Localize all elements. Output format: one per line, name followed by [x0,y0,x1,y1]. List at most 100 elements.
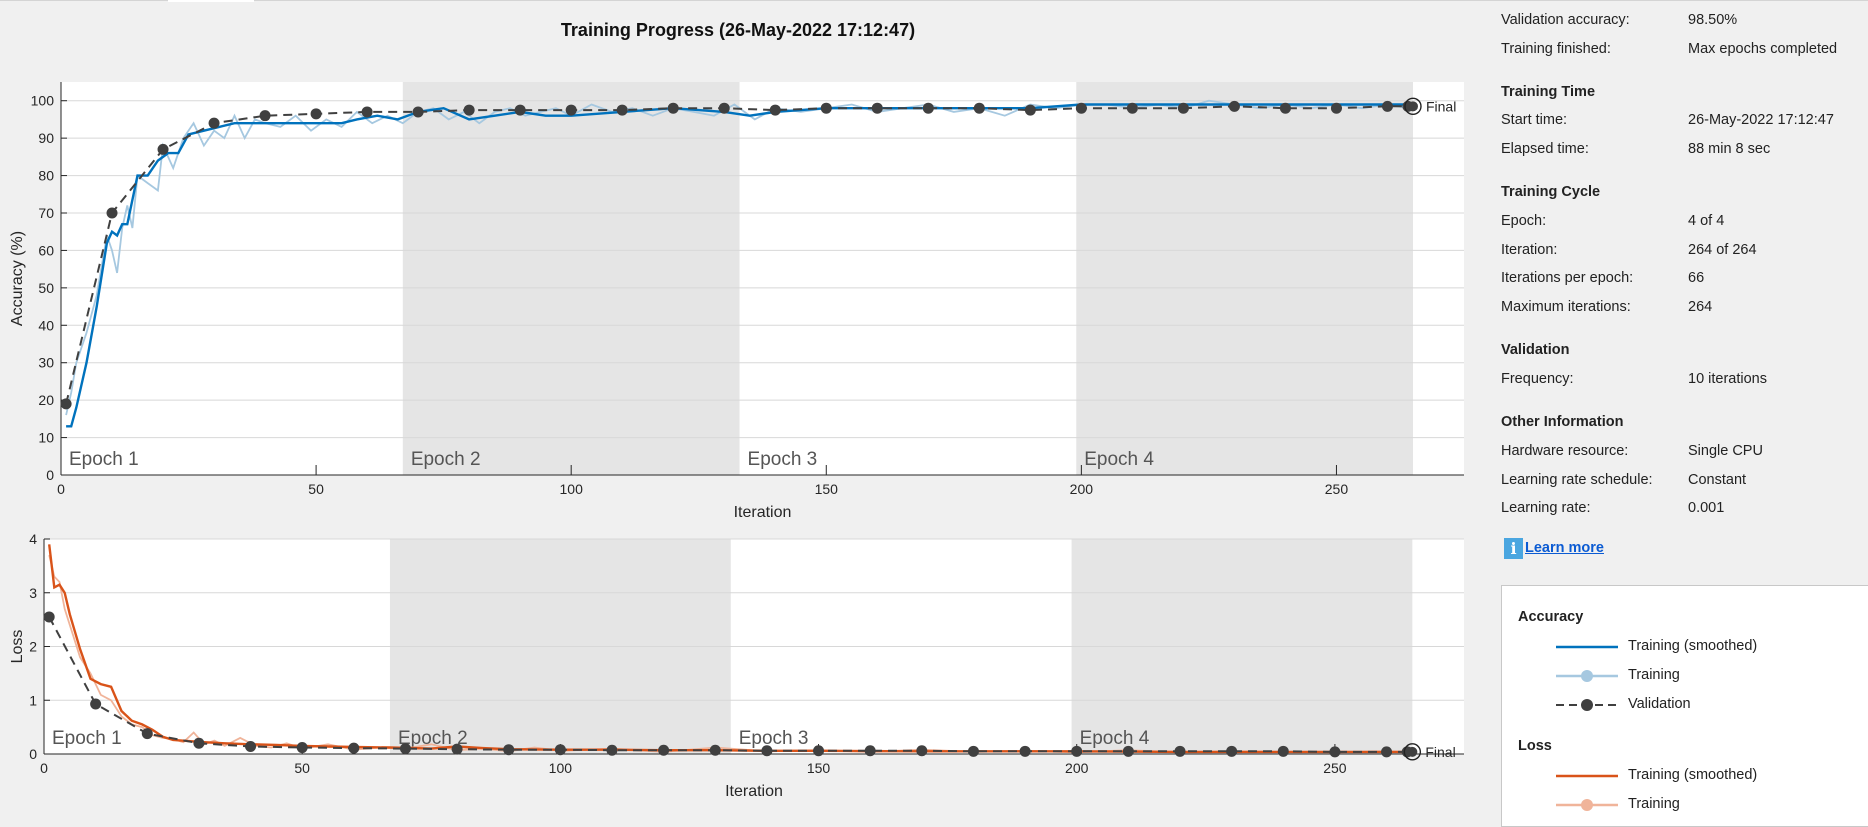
info-panel: Validation accuracy: 98.50% Training fin… [1500,0,1868,816]
info-key: Learning rate: [1501,500,1591,516]
y-tick-label: 4 [29,531,37,547]
final-marker-point [1407,101,1418,112]
x-tick-label: 0 [57,481,65,497]
validation-point [141,728,153,740]
x-tick-label: 50 [308,481,324,497]
validation-point [973,102,985,114]
final-marker-point [1407,746,1418,757]
validation-point [399,743,411,755]
validation-point [60,398,72,410]
validation-line [48,616,1408,753]
info-key: Learning rate schedule: [1501,472,1653,488]
y-axis-label: Accuracy (%) [9,231,26,326]
info-key: Validation accuracy: [1501,12,1630,28]
learn-more-label[interactable]: Learn more [1525,540,1604,556]
info-value: 4 of 4 [1688,213,1725,229]
chart-title: Training Progress (26-May-2022 17:12:47) [560,20,916,40]
epoch-label: Epoch 2 [411,449,481,470]
validation-point [554,744,566,756]
validation-line [65,105,1408,405]
active-tab-indicator[interactable] [168,0,254,2]
legend-swatch [1556,774,1618,778]
accuracy-plot: 0 10 20 30 40 50 60 70 80 90 100 0 50 100 150 200 250 Ite… [9,82,1464,521]
epoch-band [402,82,740,475]
validation-point [1277,745,1289,757]
info-value: Single CPU [1688,443,1763,459]
validation-point [90,698,102,710]
section-title-other-information: Other Information [1501,414,1624,430]
legend-swatch [1556,670,1618,682]
x-tick-label: 0 [40,760,48,776]
info-key: Frequency: [1501,371,1574,387]
info-key: Iterations per epoch: [1501,270,1634,286]
x-axis-label: Iteration [725,783,783,800]
validation-point [1174,745,1186,757]
legend-label: Training (smoothed) [1628,638,1758,654]
validation-point [864,745,876,757]
y-tick-label: 0 [29,746,37,762]
epoch-band [1076,82,1413,475]
validation-point [412,106,424,118]
validation-point [813,745,825,757]
legend-swatch [1556,799,1618,811]
validation-point [1019,745,1031,757]
final-marker-ring [1403,743,1422,761]
validation-point [1228,100,1240,112]
validation-point [658,744,670,756]
validation-point [361,106,373,118]
info-key: Hardware resource: [1501,443,1629,459]
epoch-label: Epoch 3 [739,728,809,749]
validation-point [245,740,257,752]
info-key: Start time: [1501,112,1568,128]
y-tick-label: 2 [29,639,37,655]
legend-loss-title: Loss [1518,738,1552,754]
final-label: Final [1426,98,1456,114]
x-tick-label: 200 [1065,760,1089,776]
info-value: 0.001 [1688,500,1725,516]
validation-point [606,744,618,756]
epoch-label: Epoch 1 [52,728,122,749]
validation-point [348,742,360,754]
validation-point [451,743,463,755]
validation-point [208,117,220,129]
info-key: Epoch: [1501,213,1547,229]
y-tick-label: 60 [38,242,54,258]
y-tick-label: 70 [38,205,54,221]
validation-point [296,742,308,754]
validation-point [514,104,526,116]
x-tick-label: 150 [815,481,839,497]
legend-label: Validation [1628,696,1691,712]
validation-point [616,104,628,116]
legend-accuracy-title: Accuracy [1518,609,1584,625]
legend-swatch [1556,645,1618,649]
validation-point [463,104,475,116]
validation-point [1024,104,1036,116]
validation-point [259,110,271,122]
info-value: 264 of 264 [1688,242,1757,258]
x-tick-label: 50 [294,760,310,776]
validation-point [1071,745,1083,757]
x-tick-label: 250 [1323,760,1347,776]
y-tick-label: 30 [38,355,54,371]
validation-point [769,104,781,116]
final-marker-ring [1404,97,1422,116]
x-tick-label: 200 [1070,481,1094,497]
validation-point [1330,102,1342,114]
validation-point [1381,100,1393,112]
section-title-validation: Validation [1501,342,1570,358]
y-tick-label: 20 [38,392,54,408]
validation-point [1126,102,1138,114]
final-label: Final [1425,744,1455,760]
window-top-border [0,0,1868,1]
loss-plot: 0 1 2 3 4 0 50 100 150 200 250 Iteration Loss Epoch 1… [9,531,1464,800]
validation-point [1177,102,1189,114]
y-tick-label: 1 [29,692,37,708]
validation-point [820,102,832,114]
y-tick-label: 80 [38,168,54,184]
section-title-training-time: Training Time [1501,84,1596,100]
validation-point [157,143,169,155]
y-tick-label: 0 [46,467,54,483]
info-key: Training finished: [1501,41,1611,57]
section-title-training-cycle: Training Cycle [1501,184,1601,200]
validation-point [1075,102,1087,114]
